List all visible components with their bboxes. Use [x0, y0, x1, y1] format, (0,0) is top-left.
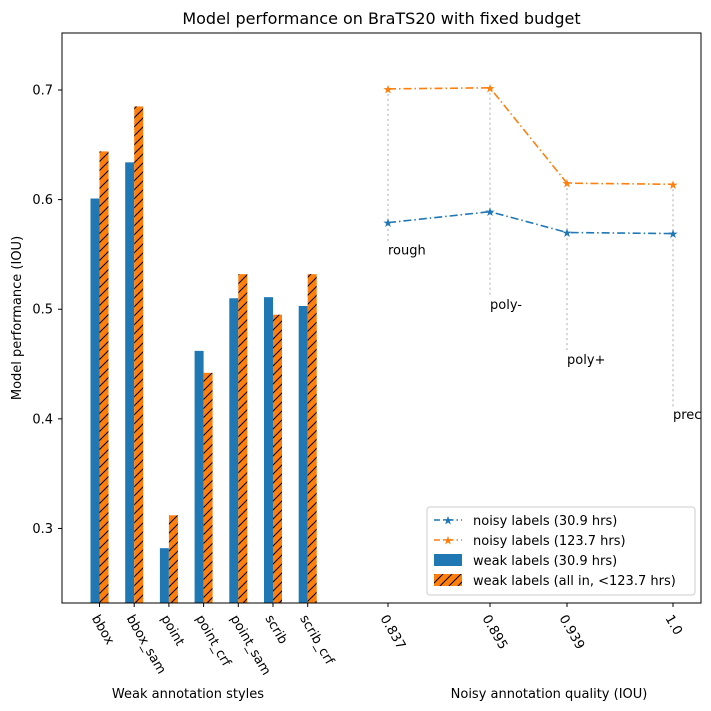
line-x-axis-label: Noisy annotation quality (IOU) [451, 687, 648, 702]
y-tick-label: 0.4 [32, 412, 53, 427]
legend-label: noisy labels (30.9 hrs) [473, 514, 617, 529]
y-tick-label: 0.6 [32, 193, 53, 208]
bar-weak-all [238, 274, 248, 603]
legend-swatch-blue [434, 554, 462, 566]
data-point-star-icon: ★ [668, 178, 679, 192]
annotation-label: poly- [490, 298, 522, 313]
data-point-star-icon: ★ [485, 81, 496, 95]
bar-weak-all [134, 106, 144, 603]
annotation-label: rough [388, 243, 426, 258]
data-point-star-icon: ★ [383, 216, 394, 230]
legend-label: weak labels (all in, <123.7 hrs) [473, 574, 676, 589]
legend-star-blue-icon: ★ [443, 514, 454, 528]
chart-title: Model performance on BraTS20 with fixed … [182, 9, 580, 28]
x-tick-label: 0.895 [479, 613, 511, 653]
series-line-noisy-123 [387, 87, 674, 186]
bar-weak-all [203, 372, 213, 603]
annotation-label: poly+ [567, 353, 605, 368]
legend-item-noisy-30: ★ noisy labels (30.9 hrs) [434, 514, 617, 529]
bar-weak-30 [125, 162, 135, 603]
y-axis-label: Model performance (IOU) [10, 236, 25, 400]
data-point-star-icon: ★ [668, 227, 679, 241]
bar-weak-30 [264, 297, 273, 603]
series-line-noisy-30 [387, 210, 674, 235]
plot-frame [61, 32, 702, 604]
x-tick-label: 0.939 [556, 613, 588, 653]
legend-label: weak labels (30.9 hrs) [473, 554, 617, 569]
legend-item-weak-all: weak labels (all in, <123.7 hrs) [434, 574, 676, 589]
legend: ★ noisy labels (30.9 hrs) ★ noisy labels… [426, 506, 696, 596]
legend-label: noisy labels (123.7 hrs) [473, 534, 626, 549]
legend-star-orange-icon: ★ [443, 534, 454, 548]
legend-swatch-hatched-orange [434, 574, 462, 586]
bar-weak-30 [229, 298, 239, 603]
bar-weak-all [168, 515, 178, 603]
bar-weak-30 [90, 198, 100, 603]
y-tick-label: 0.3 [32, 522, 53, 537]
x-tick-label: bbox [88, 613, 117, 648]
y-tick-label: 0.7 [32, 84, 53, 99]
bar-weak-all [273, 314, 282, 603]
bar-weak-30 [298, 305, 308, 603]
x-tick-label: 1.0 [662, 613, 685, 638]
x-tick-label: point [157, 613, 187, 649]
bar-weak-30 [159, 548, 169, 603]
y-tick-label: 0.5 [32, 303, 53, 318]
bar-weak-30 [194, 350, 204, 603]
data-point-star-icon: ★ [562, 177, 573, 191]
x-tick-label: scrib [262, 613, 291, 647]
x-tick-label: scrib_crf [296, 613, 337, 668]
annotation-label: prec [673, 408, 701, 423]
legend-item-noisy-123: ★ noisy labels (123.7 hrs) [434, 534, 626, 549]
x-tick-label: 0.837 [377, 613, 409, 653]
bar-x-axis-label: Weak annotation styles [112, 687, 264, 702]
bar-weak-all [307, 274, 317, 603]
bar-weak-all [99, 151, 109, 603]
data-point-star-icon: ★ [485, 205, 496, 219]
data-point-star-icon: ★ [383, 82, 394, 96]
legend-item-weak-30: weak labels (30.9 hrs) [434, 554, 617, 569]
data-point-star-icon: ★ [562, 226, 573, 240]
legend-frame [426, 506, 696, 596]
